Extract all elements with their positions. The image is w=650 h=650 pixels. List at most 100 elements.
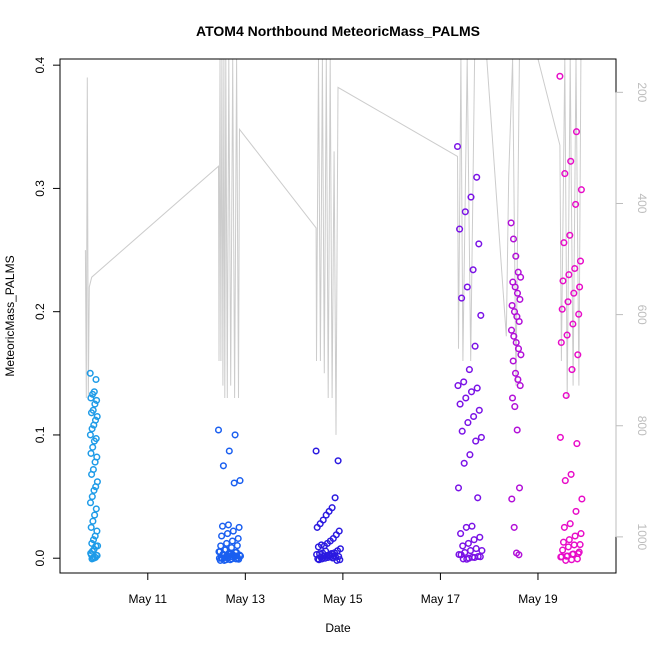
data-point [477, 433, 485, 441]
data-point [573, 440, 581, 448]
data-point [514, 375, 522, 384]
data-point [223, 530, 232, 538]
data-point [314, 543, 322, 551]
series-flight-6 [556, 72, 586, 564]
data-point [469, 266, 477, 274]
data-point [567, 157, 575, 165]
data-point [453, 142, 462, 151]
data-point [508, 394, 517, 402]
data-point [457, 530, 465, 538]
data-point [227, 544, 236, 552]
x-tick-label: May 17 [421, 592, 461, 606]
data-point [472, 545, 480, 553]
data-point [564, 543, 572, 551]
data-point [460, 459, 468, 467]
data-point [560, 239, 568, 247]
y-tick-label: 0.0 [33, 550, 47, 567]
data-point [577, 186, 585, 194]
data-point [569, 320, 577, 328]
data-point [89, 517, 97, 525]
data-point [229, 527, 237, 535]
x-tick-label: May 13 [226, 592, 266, 606]
right-tick-label: 600 [635, 305, 649, 325]
data-point [87, 449, 95, 457]
data-point [86, 499, 95, 507]
data-point [91, 532, 99, 540]
data-point [313, 523, 321, 531]
right-axis: 200 400 600 800 1000 [615, 82, 649, 551]
data-point [467, 193, 475, 201]
data-point [461, 208, 469, 216]
data-point [474, 494, 482, 502]
data-point [515, 317, 523, 326]
data-point [93, 412, 101, 421]
series-flight-4 [453, 142, 486, 563]
data-point [230, 479, 238, 487]
data-point [478, 547, 486, 555]
data-point [315, 556, 323, 564]
data-point [460, 378, 468, 386]
data-point [336, 556, 344, 564]
data-point [88, 470, 96, 478]
data-point [476, 533, 484, 541]
data-point [462, 394, 470, 402]
x-axis: May 11 May 13 May 15 May 17 May 19 [129, 573, 558, 606]
data-point [516, 382, 524, 390]
x-axis-label: Date [325, 621, 351, 635]
data-point [234, 534, 242, 543]
data-point [565, 271, 573, 279]
data-point [576, 257, 585, 265]
data-point [224, 521, 232, 529]
data-point [218, 522, 227, 530]
data-point [218, 532, 226, 540]
altitude-line [84, 58, 582, 435]
chart-title: ATOM4 Northbound MeteoricMass_PALMS [196, 23, 480, 39]
data-point [233, 542, 241, 550]
data-point [572, 200, 580, 208]
data-point [576, 283, 584, 291]
data-point [93, 396, 101, 404]
data-point [559, 538, 568, 546]
y-tick-label: 0.3 [33, 180, 47, 197]
data-point [571, 532, 579, 540]
data-point [573, 555, 581, 563]
data-point [464, 539, 472, 547]
data-point [466, 451, 474, 459]
data-point [557, 338, 565, 347]
data-point [91, 511, 99, 519]
data-point [515, 484, 524, 492]
data-point [465, 366, 473, 374]
data-point [560, 523, 568, 531]
data-point [89, 443, 97, 451]
data-point [89, 536, 98, 544]
data-point [575, 310, 583, 318]
data-point [570, 541, 578, 549]
data-point [90, 437, 98, 445]
data-point [557, 553, 565, 561]
data-point [87, 394, 95, 402]
data-point [86, 431, 94, 439]
x-tick-label: May 11 [129, 592, 168, 606]
data-point [568, 366, 576, 374]
series-flight-2 [214, 426, 245, 564]
data-point [559, 277, 567, 285]
x-tick-label: May 19 [518, 592, 558, 606]
data-point [462, 523, 470, 531]
data-point [564, 298, 572, 306]
data-point [559, 546, 567, 554]
data-point [470, 536, 478, 544]
data-point [91, 400, 99, 408]
data-point [517, 273, 525, 281]
data-point [92, 375, 100, 384]
y-tick-label: 0.2 [33, 303, 47, 320]
y-axis: 0.0 0.1 0.2 0.3 0.4 [33, 56, 60, 567]
data-point [512, 252, 520, 260]
data-point [459, 555, 467, 563]
data-point [88, 425, 96, 433]
data-point [236, 477, 244, 485]
data-point [322, 511, 330, 519]
data-point [565, 536, 573, 544]
series-flight-5 [507, 219, 525, 559]
data-point [475, 406, 483, 414]
data-point [516, 295, 524, 303]
